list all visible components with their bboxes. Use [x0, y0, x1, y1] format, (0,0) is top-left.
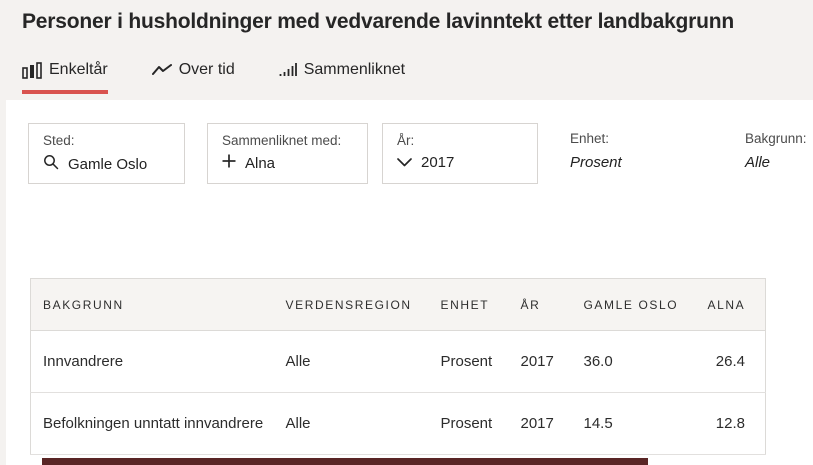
col-header-alna: ALNA: [695, 278, 766, 331]
page-title: Personer i husholdninger med vedvarende …: [22, 10, 735, 33]
table-row: Befolkningen unntatt innvandrere Alle Pr…: [30, 392, 766, 455]
col-header-ar: ÅR: [508, 278, 572, 331]
search-icon: [43, 154, 59, 174]
filter-ar-label: År:: [397, 133, 415, 148]
plus-icon: [222, 154, 236, 172]
cell-bakgrunn: Innvandrere: [30, 330, 274, 393]
cell-enhet: Prosent: [428, 330, 509, 393]
cell-verdensregion: Alle: [273, 330, 429, 393]
col-header-bakgrunn: BAKGRUNN: [30, 278, 274, 331]
filter-sted[interactable]: Sted: Gamle Oslo: [28, 123, 185, 184]
tab-label: Over tid: [178, 61, 235, 78]
filter-enhet-value: Prosent: [570, 154, 622, 172]
col-header-verdensregion: VERDENSREGION: [273, 278, 429, 331]
cell-ar: 2017: [508, 330, 572, 393]
cell-gamle-oslo: 14.5: [571, 392, 696, 455]
ascending-bars-icon: [279, 62, 297, 78]
filter-sammenliknet-med[interactable]: Sammenliknet med: Alna: [207, 123, 368, 184]
col-header-gamle-oslo: GAMLE OSLO: [571, 278, 696, 331]
tab-over-tid[interactable]: Over tid: [151, 61, 235, 94]
filter-enhet: Enhet: Prosent: [570, 131, 622, 171]
chevron-down-icon: [397, 154, 412, 171]
cell-alna: 12.8: [695, 392, 766, 455]
tab-sammenliknet[interactable]: Sammenliknet: [279, 61, 405, 94]
filter-sammenliknet-med-value: Alna: [245, 154, 276, 172]
col-header-enhet: ENHET: [428, 278, 509, 331]
tab-label: Enkeltår: [49, 61, 108, 78]
filter-sted-label: Sted:: [43, 133, 75, 148]
table-header-row: BAKGRUNN VERDENSREGION ENHET ÅR GAMLE OS…: [30, 278, 766, 331]
data-table: BAKGRUNN VERDENSREGION ENHET ÅR GAMLE OS…: [30, 278, 766, 455]
filter-ar[interactable]: År: 2017: [382, 123, 538, 184]
cell-gamle-oslo: 36.0: [571, 330, 696, 393]
cell-verdensregion: Alle: [273, 392, 429, 455]
filter-sted-value: Gamle Oslo: [68, 155, 148, 173]
filter-bakgrunn-label: Bakgrunn:: [745, 131, 807, 146]
tab-label: Sammenliknet: [303, 61, 406, 78]
footer-bar: [42, 458, 648, 465]
line-chart-icon: [151, 63, 172, 77]
filter-sammenliknet-med-label: Sammenliknet med:: [222, 133, 342, 148]
filter-bakgrunn: Bakgrunn: Alle: [745, 131, 807, 171]
cell-enhet: Prosent: [428, 392, 509, 455]
tab-bar: Enkeltår Over tid Sammenliknet: [22, 61, 405, 94]
filter-bakgrunn-value: Alle: [745, 154, 771, 172]
tab-enkeltar[interactable]: Enkeltår: [22, 61, 108, 94]
cell-ar: 2017: [508, 392, 572, 455]
cell-bakgrunn: Befolkningen unntatt innvandrere: [30, 392, 274, 455]
filter-ar-value: 2017: [421, 154, 455, 172]
table-row: Innvandrere Alle Prosent 2017 36.0 26.4: [30, 330, 766, 393]
cell-alna: 26.4: [695, 330, 766, 393]
filter-enhet-label: Enhet:: [570, 131, 610, 146]
bar-chart-icon: [22, 61, 42, 79]
